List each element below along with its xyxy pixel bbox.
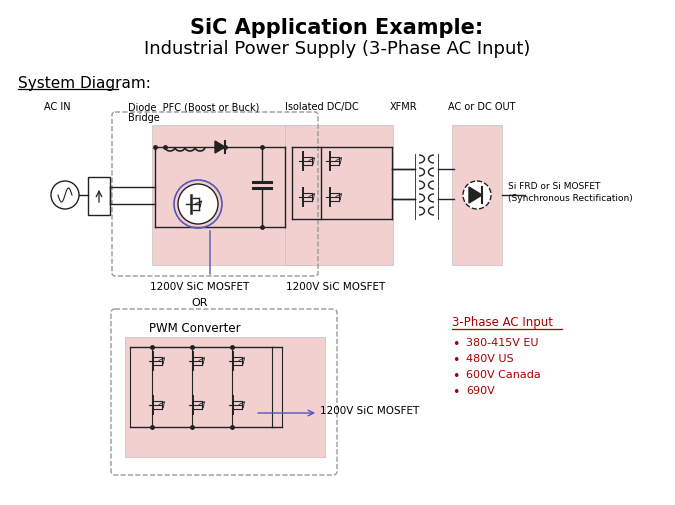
- Text: 1200V SiC MOSFET: 1200V SiC MOSFET: [320, 405, 419, 415]
- Text: PWM Converter: PWM Converter: [149, 321, 241, 334]
- Bar: [152, 126, 310, 266]
- Bar: [452, 126, 502, 266]
- Circle shape: [178, 185, 218, 225]
- Text: •: •: [452, 354, 460, 366]
- Text: AC or DC OUT: AC or DC OUT: [448, 102, 516, 112]
- Text: •: •: [452, 369, 460, 382]
- Bar: [125, 337, 325, 457]
- Text: 380-415V EU: 380-415V EU: [466, 337, 539, 347]
- Text: 480V US: 480V US: [466, 354, 514, 363]
- Text: AC IN: AC IN: [44, 102, 71, 112]
- Text: SiC Application Example:: SiC Application Example:: [190, 18, 483, 38]
- Text: 1200V SiC MOSFET: 1200V SiC MOSFET: [150, 281, 249, 291]
- Polygon shape: [469, 188, 482, 204]
- Bar: [88, 178, 110, 216]
- Text: Isolated DC/DC: Isolated DC/DC: [285, 102, 358, 112]
- Text: XFMR: XFMR: [390, 102, 418, 112]
- Text: System Diagram:: System Diagram:: [18, 76, 151, 91]
- Polygon shape: [215, 142, 225, 154]
- Bar: [285, 126, 393, 266]
- Circle shape: [463, 182, 491, 210]
- Text: (Synchronous Rectification): (Synchronous Rectification): [508, 193, 632, 203]
- Text: 690V: 690V: [466, 385, 495, 395]
- Text: Si FRD or Si MOSFET: Si FRD or Si MOSFET: [508, 182, 600, 190]
- Text: •: •: [452, 385, 460, 398]
- Text: Industrial Power Supply (3-Phase AC Input): Industrial Power Supply (3-Phase AC Inpu…: [144, 40, 530, 58]
- Text: OR: OR: [192, 297, 209, 308]
- Text: Diode  PFC (Boost or Buck): Diode PFC (Boost or Buck): [128, 102, 259, 112]
- Text: 1200V SiC MOSFET: 1200V SiC MOSFET: [286, 281, 385, 291]
- Text: 3-Phase AC Input: 3-Phase AC Input: [452, 316, 553, 328]
- Circle shape: [51, 182, 79, 210]
- Text: •: •: [452, 337, 460, 350]
- Text: 600V Canada: 600V Canada: [466, 369, 541, 379]
- Text: Bridge: Bridge: [128, 113, 160, 123]
